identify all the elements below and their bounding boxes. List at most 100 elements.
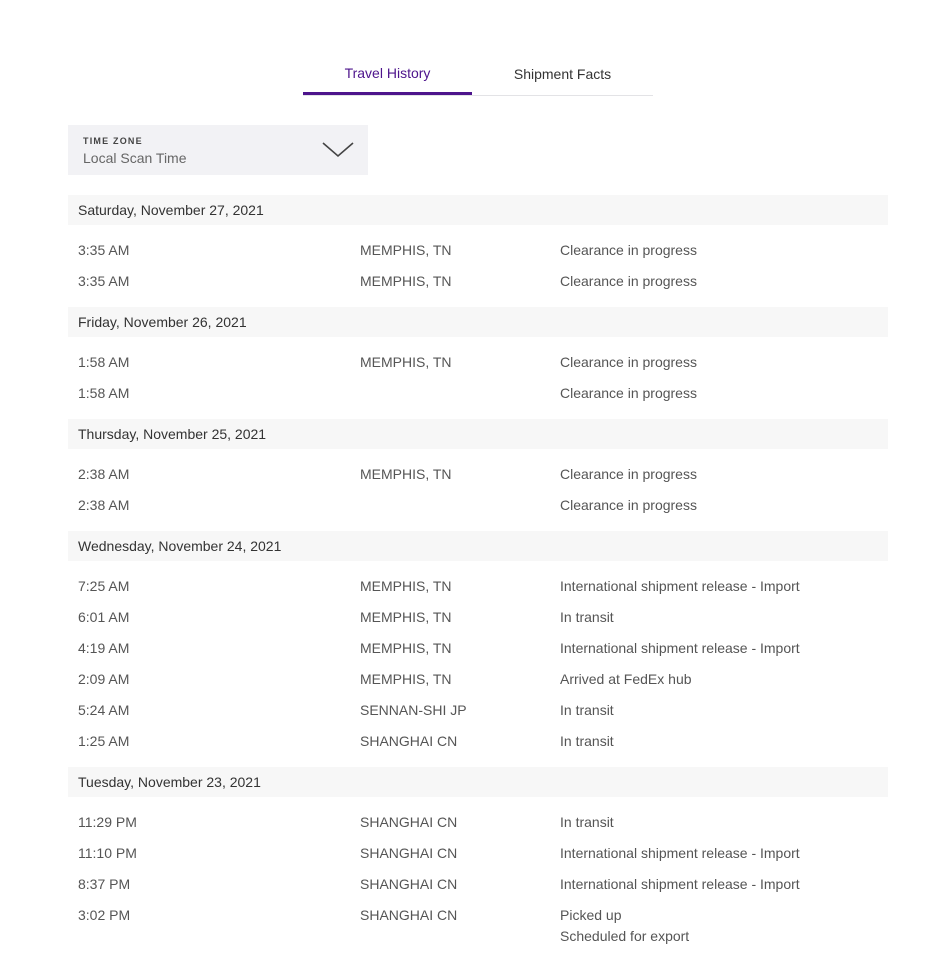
event-status-line: Clearance in progress <box>560 273 697 289</box>
chevron-down-icon <box>322 142 354 158</box>
event-time: 1:25 AM <box>78 733 130 749</box>
event-status: In transit <box>560 807 888 838</box>
event-time: 6:01 AM <box>78 609 130 625</box>
tab-travel-history[interactable]: Travel History <box>303 50 472 95</box>
time-zone-dropdown[interactable]: TIME ZONE Local Scan Time <box>68 125 368 175</box>
event-list: 7:25 AM MEMPHIS, TN International shipment… <box>68 561 888 767</box>
event-location: SHANGHAI CN <box>360 907 458 923</box>
event-row: 1:58 AM Clearance in progress <box>68 378 888 409</box>
event-time: 1:58 AM <box>78 385 130 401</box>
event-location: MEMPHIS, TN <box>360 354 452 370</box>
event-time: 3:35 AM <box>78 273 130 289</box>
event-location: MEMPHIS, TN <box>360 640 452 656</box>
event-status-line: International shipment release - Import <box>560 876 800 892</box>
event-row: 8:37 PM SHANGHAI CN International shipment… <box>68 869 888 900</box>
event-status-line: Scheduled for export <box>560 928 690 944</box>
event-status-line: Clearance in progress <box>560 354 697 370</box>
event-time: 1:58 AM <box>78 354 130 370</box>
event-row: 3:35 AM MEMPHIS, TN Clearance in progress <box>68 235 888 266</box>
event-time: 11:29 PM <box>78 814 137 830</box>
event-status-line: Clearance in progress <box>560 497 697 513</box>
event-location: SHANGHAI CN <box>360 845 458 861</box>
event-time: 11:10 PM <box>78 845 137 861</box>
event-status: International shipment release - Import <box>560 869 888 900</box>
event-status: In transit <box>560 726 888 757</box>
event-list: 11:29 PM SHANGHAI CN In transit 11:10 PM SHA… <box>68 797 888 957</box>
event-location: MEMPHIS, TN <box>360 466 452 482</box>
event-status: International shipment release - Import <box>560 571 888 602</box>
day-header: Friday, November 26, 2021 <box>68 307 888 337</box>
event-status: International shipment release - Import <box>560 633 888 664</box>
event-row: 2:38 AM MEMPHIS, TN Clearance in progress <box>68 459 888 490</box>
event-location: MEMPHIS, TN <box>360 242 452 258</box>
event-row: 3:02 PM SHANGHAI CN Picked up Scheduled for… <box>68 900 888 947</box>
event-status-line: International shipment release - Import <box>560 578 800 594</box>
event-status-line: In transit <box>560 814 614 830</box>
event-status-line: Picked up <box>560 907 622 923</box>
event-status-line: Arrived at FedEx hub <box>560 671 692 687</box>
event-location: SENNAN-SHI JP <box>360 702 467 718</box>
event-location: MEMPHIS, TN <box>360 273 452 289</box>
tab-bar: Travel History Shipment Facts <box>303 50 653 96</box>
day-header: Saturday, November 27, 2021 <box>68 195 888 225</box>
event-time: 5:24 AM <box>78 702 130 718</box>
event-row: 3:35 AM MEMPHIS, TN Clearance in progress <box>68 266 888 297</box>
day-header: Thursday, November 25, 2021 <box>68 419 888 449</box>
event-location: SHANGHAI CN <box>360 814 458 830</box>
event-location: MEMPHIS, TN <box>360 578 452 594</box>
event-row: 6:01 AM MEMPHIS, TN In transit <box>68 602 888 633</box>
event-time: 7:25 AM <box>78 578 130 594</box>
event-status-line: Clearance in progress <box>560 242 697 258</box>
event-location: SHANGHAI CN <box>360 733 458 749</box>
event-row: 11:29 PM SHANGHAI CN In transit <box>68 807 888 838</box>
event-row: 2:09 AM MEMPHIS, TN Arrived at FedEx hub <box>68 664 888 695</box>
event-time: 2:38 AM <box>78 497 130 513</box>
event-status: Clearance in progress <box>560 459 888 490</box>
event-location: SHANGHAI CN <box>360 876 458 892</box>
day-group: Friday, November 26, 2021 1:58 AM MEMPHIS,… <box>68 307 888 419</box>
event-list: 2:38 AM MEMPHIS, TN Clearance in progress 2… <box>68 449 888 531</box>
event-status-line: In transit <box>560 609 614 625</box>
event-row: 4:19 AM MEMPHIS, TN International shipment… <box>68 633 888 664</box>
event-row: 1:25 AM SHANGHAI CN In transit <box>68 726 888 757</box>
day-header: Tuesday, November 23, 2021 <box>68 767 888 797</box>
event-status: Clearance in progress <box>560 266 888 297</box>
event-location: MEMPHIS, TN <box>360 609 452 625</box>
event-time: 2:09 AM <box>78 671 130 687</box>
event-row: 7:25 AM MEMPHIS, TN International shipment… <box>68 571 888 602</box>
event-location <box>360 378 560 409</box>
event-time: 3:02 PM <box>78 907 131 923</box>
event-status: Picked up Scheduled for export <box>560 900 888 947</box>
event-row: 5:24 AM SENNAN-SHI JP In transit <box>68 695 888 726</box>
event-status: Arrived at FedEx hub <box>560 664 888 695</box>
event-status: International shipment release - Import <box>560 838 888 869</box>
day-header: Wednesday, November 24, 2021 <box>68 531 888 561</box>
tab-shipment-facts[interactable]: Shipment Facts <box>513 66 612 82</box>
event-row: 2:38 AM Clearance in progress <box>68 490 888 521</box>
event-time: 8:37 PM <box>78 876 131 892</box>
event-status-line: Clearance in progress <box>560 466 697 482</box>
event-status-line: Clearance in progress <box>560 385 697 401</box>
event-status: Clearance in progress <box>560 235 888 266</box>
event-row: 11:10 PM SHANGHAI CN International shipmen… <box>68 838 888 869</box>
day-group: Tuesday, November 23, 2021 11:29 PM SHANGH… <box>68 767 888 957</box>
event-location <box>360 490 560 521</box>
event-status: Clearance in progress <box>560 347 888 378</box>
event-time: 2:38 AM <box>78 466 130 482</box>
event-row: 1:58 AM MEMPHIS, TN Clearance in progress <box>68 347 888 378</box>
event-time: 4:19 AM <box>78 640 130 656</box>
event-status: In transit <box>560 602 888 633</box>
time-zone-value: Local Scan Time <box>83 150 187 166</box>
event-list: 3:35 AM MEMPHIS, TN Clearance in progress 3… <box>68 225 888 307</box>
event-status-line: In transit <box>560 733 614 749</box>
event-list: 1:58 AM MEMPHIS, TN Clearance in progress 1… <box>68 337 888 419</box>
event-status-line: International shipment release - Import <box>560 845 800 861</box>
event-status-line: In transit <box>560 702 614 718</box>
event-status-line: International shipment release - Import <box>560 640 800 656</box>
event-time: 3:35 AM <box>78 242 130 258</box>
day-group: Wednesday, November 24, 2021 7:25 AM MEMPH… <box>68 531 888 767</box>
event-status: Clearance in progress <box>560 490 888 521</box>
day-group: Thursday, November 25, 2021 2:38 AM MEMPHI… <box>68 419 888 531</box>
event-location: MEMPHIS, TN <box>360 671 452 687</box>
